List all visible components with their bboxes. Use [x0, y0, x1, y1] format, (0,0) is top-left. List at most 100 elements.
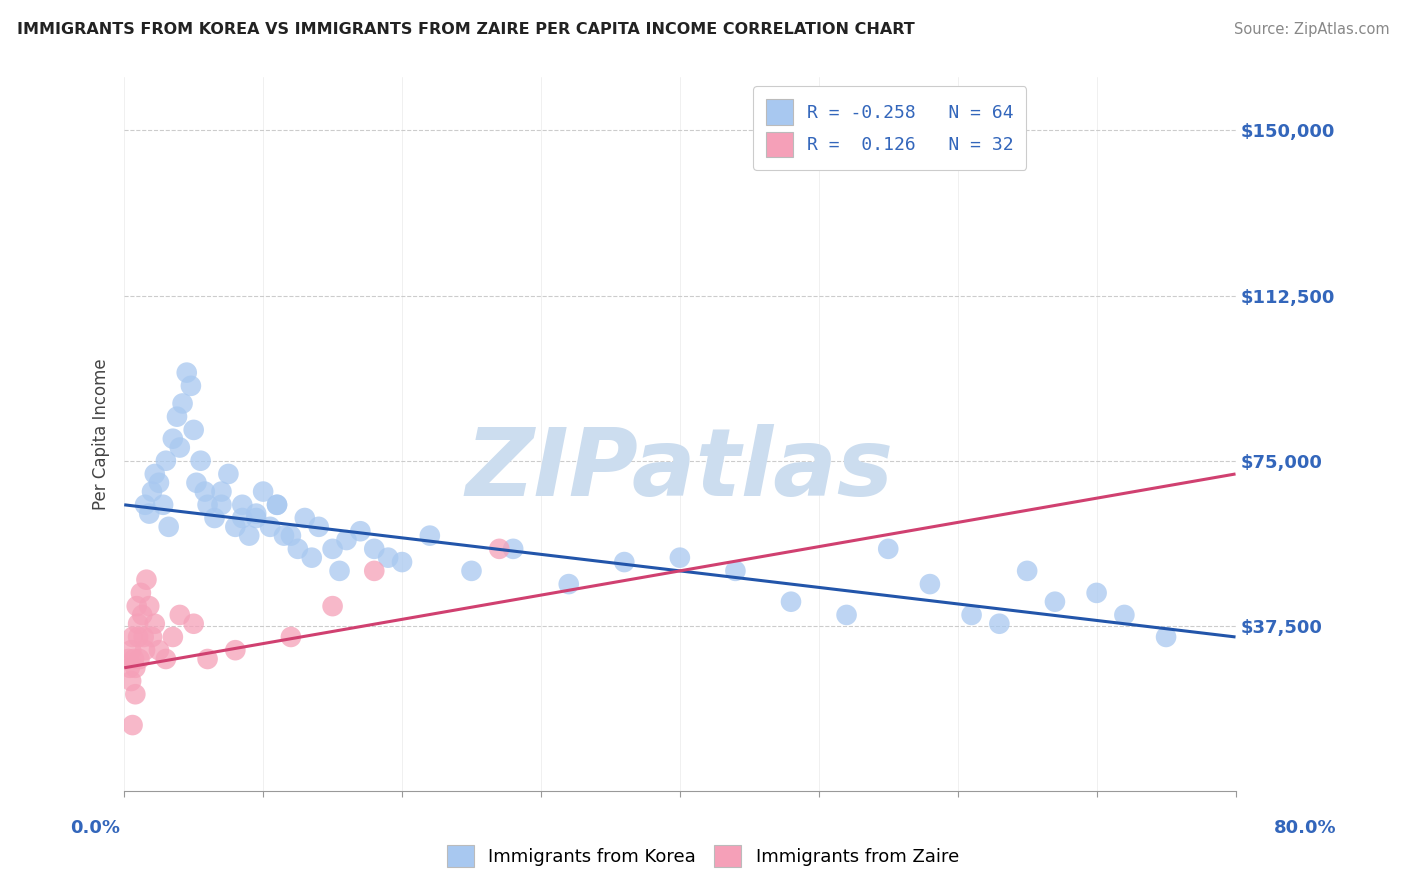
Point [259, 520, 281, 534]
Text: Source: ZipAtlas.com: Source: ZipAtlas.com [1233, 22, 1389, 37]
Point [128, 652, 150, 666]
Point [124, 687, 146, 701]
Point [1085, 586, 1108, 600]
Point [328, 564, 350, 578]
Point [135, 573, 157, 587]
Point [363, 564, 385, 578]
Point [335, 533, 357, 547]
Point [127, 630, 149, 644]
Point [183, 423, 205, 437]
Point [129, 586, 152, 600]
Point [322, 599, 344, 614]
Point [138, 507, 160, 521]
Point [273, 528, 295, 542]
Point [169, 607, 191, 622]
Point [152, 498, 174, 512]
Point [148, 475, 170, 490]
Point [419, 528, 441, 542]
Point [121, 630, 143, 644]
Point [669, 550, 692, 565]
Point [308, 520, 330, 534]
Point [280, 528, 302, 542]
Point [190, 454, 212, 468]
Point [960, 607, 983, 622]
Point [124, 661, 146, 675]
Point [134, 498, 156, 512]
Point [155, 454, 177, 468]
Point [183, 616, 205, 631]
Point [211, 498, 233, 512]
Point [1114, 607, 1136, 622]
Point [134, 643, 156, 657]
Point [176, 366, 198, 380]
Point [148, 643, 170, 657]
Point [613, 555, 636, 569]
Point [194, 484, 217, 499]
Point [391, 555, 413, 569]
Point [180, 379, 202, 393]
Point [877, 541, 900, 556]
Point [988, 616, 1011, 631]
Point [197, 652, 219, 666]
Point [169, 441, 191, 455]
Point [266, 498, 288, 512]
Point [197, 498, 219, 512]
Point [1043, 595, 1066, 609]
Text: IMMIGRANTS FROM KOREA VS IMMIGRANTS FROM ZAIRE PER CAPITA INCOME CORRELATION CHA: IMMIGRANTS FROM KOREA VS IMMIGRANTS FROM… [17, 22, 915, 37]
Point [132, 630, 155, 644]
Text: 80.0%: 80.0% [1274, 819, 1336, 837]
Point [245, 507, 267, 521]
Point [166, 409, 188, 424]
Point [266, 498, 288, 512]
Point [162, 630, 184, 644]
Point [131, 607, 153, 622]
Point [245, 511, 267, 525]
Point [238, 528, 260, 542]
Point [377, 550, 399, 565]
Point [157, 520, 180, 534]
Point [122, 652, 145, 666]
Point [125, 599, 148, 614]
Point [280, 630, 302, 644]
Point [121, 718, 143, 732]
Point [231, 511, 253, 525]
Point [224, 643, 246, 657]
Text: 0.0%: 0.0% [70, 819, 121, 837]
Point [118, 661, 141, 675]
Point [138, 599, 160, 614]
Point [120, 643, 142, 657]
Point [252, 484, 274, 499]
Point [918, 577, 941, 591]
Point [186, 475, 208, 490]
Point [143, 467, 166, 481]
Point [172, 396, 194, 410]
Y-axis label: Per Capita Income: Per Capita Income [93, 359, 110, 510]
Point [120, 673, 142, 688]
Point [117, 652, 139, 666]
Point [162, 432, 184, 446]
Point [1154, 630, 1177, 644]
Point [127, 616, 149, 631]
Point [363, 541, 385, 556]
Point [322, 541, 344, 556]
Point [780, 595, 803, 609]
Point [204, 511, 226, 525]
Point [224, 520, 246, 534]
Point [502, 541, 524, 556]
Point [835, 607, 858, 622]
Legend: Immigrants from Korea, Immigrants from Zaire: Immigrants from Korea, Immigrants from Z… [440, 838, 966, 874]
Point [143, 616, 166, 631]
Point [558, 577, 581, 591]
Point [1017, 564, 1039, 578]
Point [488, 541, 510, 556]
Point [287, 541, 309, 556]
Text: ZIPatlas: ZIPatlas [465, 424, 894, 516]
Point [211, 484, 233, 499]
Point [155, 652, 177, 666]
Point [217, 467, 239, 481]
Point [460, 564, 482, 578]
Point [141, 484, 163, 499]
Point [231, 498, 253, 512]
Point [294, 511, 316, 525]
Point [141, 630, 163, 644]
